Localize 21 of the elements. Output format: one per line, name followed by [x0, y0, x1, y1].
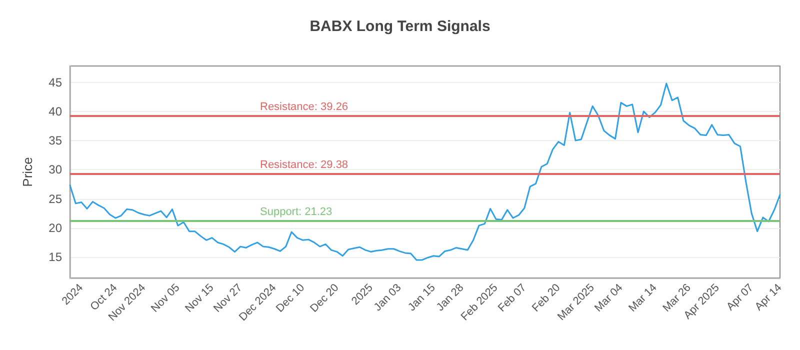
x-tick-label: Dec 20: [308, 282, 342, 315]
x-tick-label: Mar 14: [626, 282, 660, 314]
x-tick-label: Dec 10: [274, 282, 308, 315]
ref-line-label: Support: 21.23: [260, 206, 332, 218]
ref-line-label: Resistance: 29.38: [260, 158, 348, 171]
x-tick-label: Nov 05: [149, 282, 182, 315]
x-tick-label: Mar 04: [592, 282, 626, 314]
y-tick-label: 35: [48, 134, 62, 148]
x-tick-label: Feb 07: [496, 282, 529, 314]
x-tick-label: Jan 15: [406, 282, 438, 314]
y-axis-title: Price: [20, 157, 35, 187]
ref-line-label: Resistance: 39.26: [260, 101, 348, 114]
x-tick-label: Jan 03: [372, 282, 404, 314]
chart-title: BABX Long Term Signals: [310, 18, 490, 35]
y-tick-label: 15: [48, 250, 62, 264]
line-series: [69, 82, 781, 261]
y-tick-label: 30: [48, 162, 62, 177]
y-tick-label: 20: [48, 220, 62, 235]
y-tick-label: 40: [48, 104, 62, 118]
y-tick-label: 45: [48, 75, 62, 90]
y-tick-label: 25: [48, 192, 62, 206]
